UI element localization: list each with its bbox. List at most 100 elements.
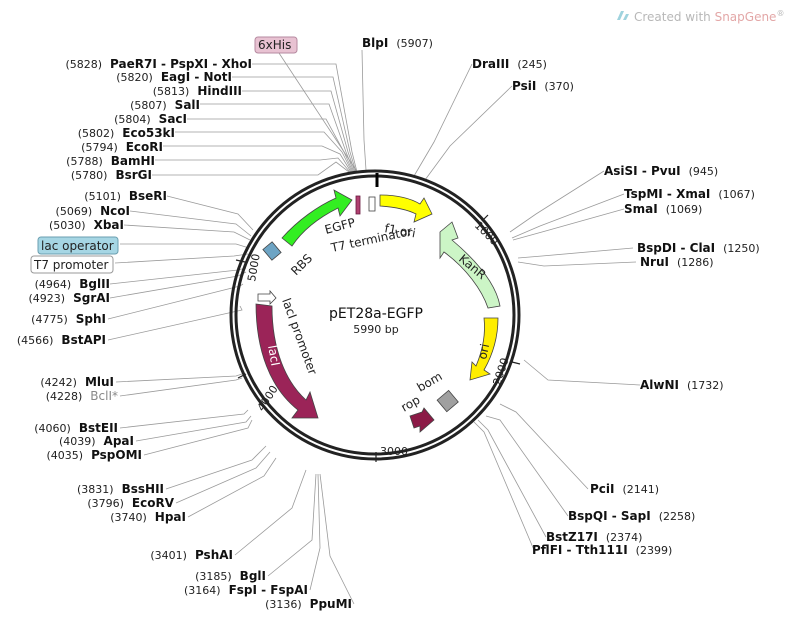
svg-text:(5794)EcoRI: (5794) EcoRI — [81, 140, 163, 154]
site-pos: (5820) — [116, 71, 153, 84]
svg-text:PciI(2141): PciI (2141) — [590, 482, 659, 496]
site-pos: (5807) — [130, 99, 167, 112]
site-pos: (5828) — [65, 58, 102, 71]
site-pos: (4228) — [46, 390, 83, 403]
site-name: BspQI - SapI — [568, 509, 651, 523]
site-name: EagI - NotI — [161, 70, 232, 84]
kanr-arrow — [439, 221, 501, 309]
site-name: BclI* — [90, 389, 118, 403]
watermark-suffix: ® — [776, 9, 784, 18]
svg-text:SmaI(1069): SmaI (1069) — [624, 202, 702, 216]
tick-label-3000: 3000 — [380, 445, 408, 458]
site-name: AlwNI — [640, 378, 679, 392]
site-name: BglI — [240, 569, 266, 583]
site-name: SacI — [159, 112, 187, 126]
site-pos: (1250) — [723, 242, 760, 255]
svg-text:(4242)MluI: (4242) MluI — [40, 375, 114, 389]
snapgene-logo-icon — [617, 11, 629, 20]
his-tag-box: 6xHis — [254, 36, 298, 54]
svg-text:(5780)BsrGI: (5780) BsrGI — [71, 168, 152, 182]
site-name: BseRI — [129, 189, 167, 203]
site-name: DraIII — [472, 57, 509, 71]
svg-text:(4039)ApaI: (4039) ApaI — [59, 434, 134, 448]
svg-text:(5030)XbaI: (5030) XbaI — [49, 218, 124, 232]
svg-text:(3401)PshAI: (3401) PshAI — [150, 548, 233, 562]
site-name: Eco53kI — [122, 126, 175, 140]
svg-text:Created with SnapGene®: Created with SnapGene® — [634, 9, 784, 24]
svg-text:(3740)HpaI: (3740) HpaI — [110, 510, 186, 524]
site-pos: (1069) — [666, 203, 703, 216]
site-name: HpaI — [155, 510, 186, 524]
svg-text:(3185)BglI: (3185) BglI — [195, 569, 266, 583]
site-pos: (5813) — [153, 85, 190, 98]
site-pos: (3185) — [195, 570, 232, 583]
restriction-sites-right: BlpI (5907) DraIII (245) PsiI (370) AsiSI -… — [362, 36, 760, 557]
site-name: PsiI — [512, 79, 536, 93]
watermark-prefix: Created with — [634, 10, 715, 24]
site-name: BstEII — [79, 421, 118, 435]
laci-promoter-label: lacI promoter — [279, 296, 320, 376]
site-name: EcoRI — [126, 140, 163, 154]
tick-label-5000: 5000 — [245, 253, 263, 283]
egfp-arrow — [281, 189, 353, 247]
site-name: BglII — [79, 277, 110, 291]
svg-text:BspDI - ClaI(1250): BspDI - ClaI (1250) — [637, 241, 760, 255]
site-name: TspMI - XmaI — [624, 187, 710, 201]
svg-text:(5069)NcoI: (5069) NcoI — [56, 204, 130, 218]
site-pos: (3831) — [77, 483, 114, 496]
site-pos: (5069) — [56, 205, 93, 218]
site-pos: (370) — [544, 80, 574, 93]
site-name: SgrAI — [73, 291, 110, 305]
bom-box — [436, 389, 459, 413]
site-pos: (5804) — [114, 113, 151, 126]
site-name: MluI — [85, 375, 114, 389]
svg-text:(5804)SacI: (5804) SacI — [114, 112, 187, 126]
svg-text:(4228)BclI*: (4228) BclI* — [46, 389, 118, 403]
site-name: ApaI — [104, 434, 134, 448]
site-pos: (5780) — [71, 169, 108, 182]
site-pos: (3136) — [265, 598, 302, 611]
tick-label-1000: 1000 — [472, 219, 501, 248]
site-pos: (2141) — [623, 483, 660, 496]
svg-text:PsiI(370): PsiI (370) — [512, 79, 574, 93]
svg-text:(4964)BglII: (4964) BglII — [35, 277, 110, 291]
site-name: PciI — [590, 482, 615, 496]
site-pos: (2374) — [606, 531, 643, 544]
site-pos: (4964) — [35, 278, 72, 291]
site-pos: (3796) — [87, 497, 124, 510]
site-name: BamHI — [111, 154, 155, 168]
site-pos: (4923) — [29, 292, 66, 305]
plasmid-backbone — [229, 169, 521, 461]
tick-marks — [235, 214, 521, 462]
site-name: SmaI — [624, 202, 658, 216]
svg-text:(3796)EcoRV: (3796) EcoRV — [87, 496, 174, 510]
svg-text:(5101)BseRI: (5101) BseRI — [84, 189, 167, 203]
site-pos: (1732) — [687, 379, 724, 392]
site-pos: (4035) — [46, 449, 83, 462]
site-pos: (5907) — [396, 37, 433, 50]
svg-text:(5813)HindIII: (5813) HindIII — [153, 84, 242, 98]
lac-operator-label: lac operator — [41, 239, 114, 253]
site-pos: (3740) — [110, 511, 147, 524]
watermark-brand: SnapGene — [715, 10, 777, 24]
site-pos: (5101) — [84, 190, 121, 203]
svg-text:BlpI(5907): BlpI (5907) — [362, 36, 433, 50]
site-pos: (945) — [689, 165, 719, 178]
bom-label: bom — [415, 369, 445, 394]
site-pos: (4242) — [40, 376, 77, 389]
site-pos: (245) — [517, 58, 547, 71]
rop-label: rop — [399, 393, 423, 415]
egfp-label: EGFP — [323, 215, 357, 237]
site-name: BstZ17I — [546, 530, 598, 544]
t7-promoter-box: T7 promoter — [30, 255, 114, 274]
site-name: BssHII — [122, 482, 164, 496]
site-pos: (4566) — [17, 334, 54, 347]
site-pos: (3401) — [150, 549, 187, 562]
site-name: PaeR7I - PspXI - XhoI — [110, 57, 252, 71]
f1-ori-arrow — [379, 194, 433, 223]
svg-text:BstZ17I(2374): BstZ17I (2374) — [546, 530, 642, 544]
t7-terminator-box — [368, 196, 376, 212]
site-pos: (4060) — [34, 422, 71, 435]
site-name: EcoRV — [132, 496, 175, 510]
svg-text:(4775)SphI: (4775) SphI — [31, 312, 106, 326]
